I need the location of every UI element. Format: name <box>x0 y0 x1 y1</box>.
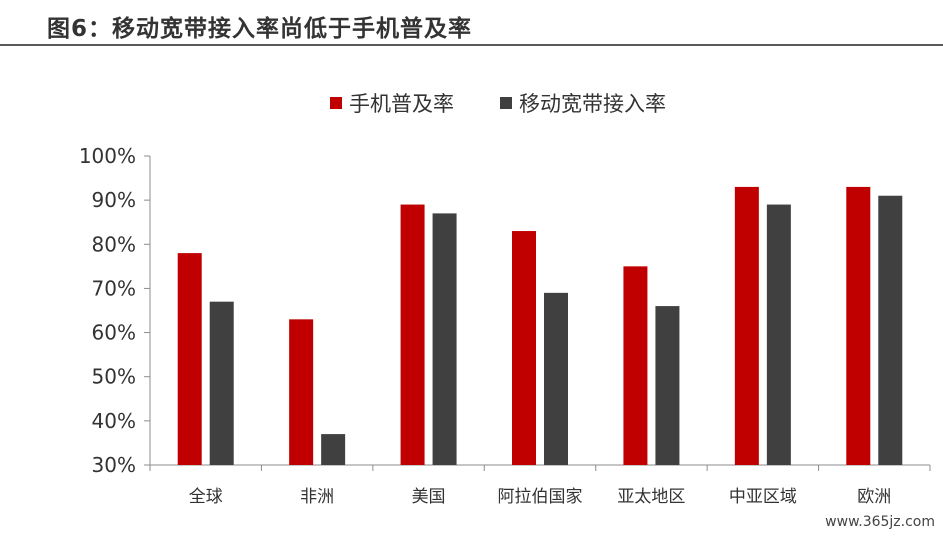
bar-mobile-penetration <box>734 186 759 465</box>
y-tick-label: 90% <box>92 188 136 212</box>
y-axis: 30% 40% 50% 60% 70% 80% 90% 100% <box>79 144 151 477</box>
bar-broadband-access <box>544 292 568 465</box>
x-tick-label: 欧洲 <box>857 487 891 507</box>
bar-mobile-penetration <box>177 253 202 465</box>
x-tick-label: 全球 <box>189 487 223 507</box>
legend-label-mobile-penetration: 手机普及率 <box>349 92 454 116</box>
bar-broadband-access <box>209 301 234 465</box>
y-tick-label: 30% <box>92 453 136 477</box>
chart-title: 图6：移动宽带接入率尚低于手机普及率 <box>47 16 473 42</box>
bar-broadband-access <box>878 195 903 465</box>
bar-broadband-access <box>655 306 680 465</box>
y-tick-label: 40% <box>92 409 136 433</box>
bar-mobile-penetration <box>512 231 536 465</box>
x-tick-label: 非洲 <box>300 487 334 507</box>
y-tick-label: 100% <box>79 144 136 168</box>
bar-mobile-penetration <box>289 319 314 465</box>
y-tick-label: 50% <box>92 365 136 389</box>
bar-mobile-penetration <box>400 204 425 466</box>
legend-item-mobile-penetration: 手机普及率 <box>330 88 454 118</box>
bar-broadband-access <box>432 213 457 465</box>
legend-swatch-mobile-penetration <box>330 97 342 109</box>
bar-mobile-penetration <box>846 186 871 465</box>
legend-swatch-broadband-access <box>500 97 512 109</box>
y-tick-label: 70% <box>92 276 136 300</box>
watermark: www.365jz.com <box>825 514 935 530</box>
x-tick-label: 中亚区域 <box>729 487 797 507</box>
y-tick-label: 60% <box>92 321 136 345</box>
bar-broadband-access <box>766 204 791 466</box>
x-tick-label: 阿拉伯国家 <box>498 487 583 507</box>
chart-legend: 手机普及率 移动宽带接入率 <box>0 88 943 118</box>
bar-mobile-penetration <box>623 266 648 465</box>
legend-label-broadband-access: 移动宽带接入率 <box>519 92 666 116</box>
x-tick-label: 美国 <box>412 487 446 507</box>
bar-broadband-access <box>321 434 346 465</box>
title-bar: 图6：移动宽带接入率尚低于手机普及率 <box>0 0 943 46</box>
x-tick-label: 亚太地区 <box>617 487 685 507</box>
x-axis: 全球 非洲 美国 阿拉伯国家 亚太地区 中亚区域 欧洲 <box>149 464 931 507</box>
bar-group <box>177 186 903 466</box>
legend-item-broadband-access: 移动宽带接入率 <box>500 88 666 118</box>
y-tick-label: 80% <box>92 232 136 256</box>
